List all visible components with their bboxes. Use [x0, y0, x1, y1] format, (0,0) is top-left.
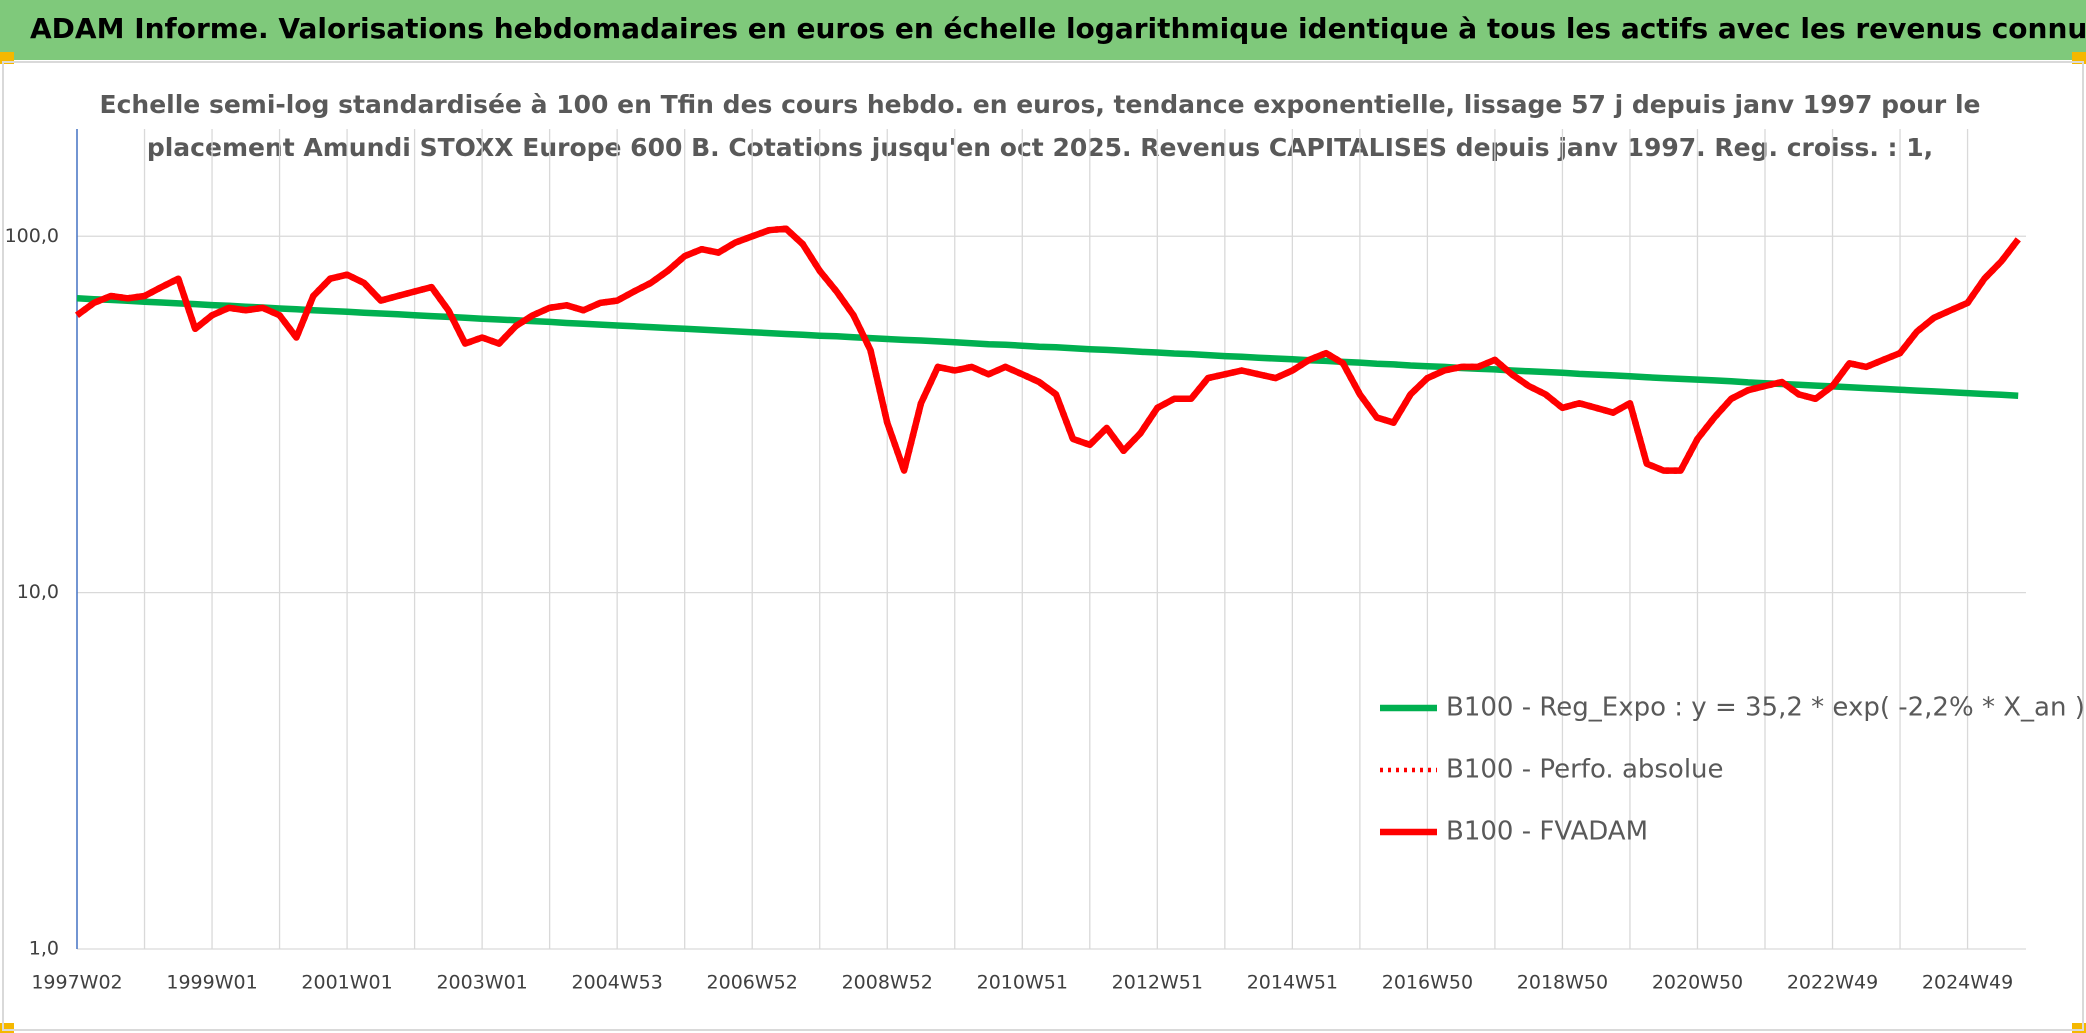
series-line — [76, 295, 2019, 399]
chart-subtitle: Echelle semi-log standardisée à 100 en T… — [100, 90, 1981, 119]
x-tick-label: 2003W01 — [436, 972, 527, 994]
x-tick-label: 1997W02 — [31, 972, 122, 994]
y-tick-label: 10,0 — [17, 581, 59, 603]
header-bar — [0, 0, 2086, 60]
series-line — [75, 225, 2021, 474]
x-tick-label: 2001W01 — [301, 972, 392, 994]
x-tick-label: 1999W01 — [166, 972, 257, 994]
x-tick-label: 2024W49 — [1922, 972, 2013, 994]
legend-label: B100 - FVADAM — [1446, 817, 1648, 847]
x-tick-label: 2004W53 — [571, 972, 662, 994]
x-tick-label: 2014W51 — [1247, 972, 1338, 994]
x-tick-label: 2022W49 — [1787, 972, 1878, 994]
corner-mark — [2072, 1023, 2086, 1033]
x-tick-label: 2006W52 — [707, 972, 798, 994]
chart-title: ADAM Informe. Valorisations hebdomadaire… — [30, 12, 2086, 45]
chart-subtitle: placement Amundi STOXX Europe 600 B. Cot… — [147, 133, 1933, 162]
legend-label: B100 - Perfo. absolue — [1446, 755, 1724, 785]
y-tick-label: 100,0 — [5, 225, 59, 247]
x-tick-label: 2012W51 — [1112, 972, 1203, 994]
chart-frame — [2, 61, 2084, 1031]
y-tick-label: 1,0 — [29, 938, 59, 960]
corner-mark — [0, 1023, 14, 1033]
x-tick-label: 2010W51 — [977, 972, 1068, 994]
x-tick-label: 2018W50 — [1517, 972, 1608, 994]
x-tick-label: 2020W50 — [1652, 972, 1743, 994]
x-tick-label: 2008W52 — [842, 972, 933, 994]
x-tick-label: 2016W50 — [1382, 972, 1473, 994]
legend-label: B100 - Reg_Expo : y = 35,2 * exp( -2,2% … — [1446, 693, 2085, 723]
